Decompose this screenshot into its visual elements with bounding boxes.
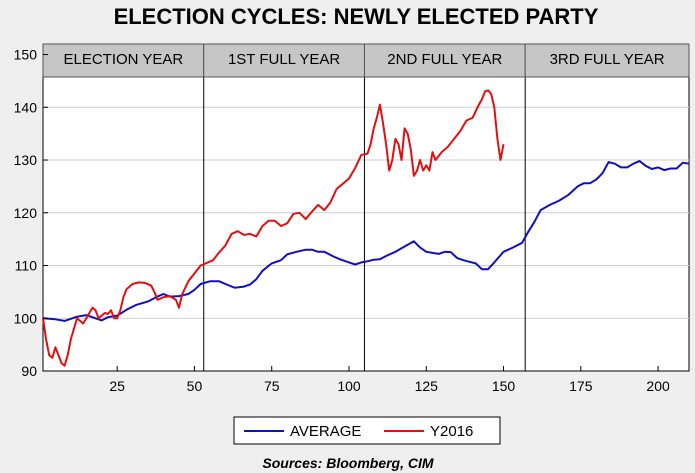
x-tick-label: 25 [109, 378, 125, 394]
series-line-average [42, 160, 690, 322]
period-dividers [203, 44, 526, 371]
x-tick-label: 125 [415, 378, 439, 394]
y-tick-label: 130 [14, 152, 38, 168]
chart-title: ELECTION CYCLES: NEWLY ELECTED PARTY [114, 4, 599, 29]
x-tick-label: 100 [337, 378, 361, 394]
y-tick-label: 140 [14, 99, 38, 115]
source-note: Sources: Bloomberg, CIM [262, 455, 433, 471]
plot-area [42, 43, 690, 372]
legend-label-y2016: Y2016 [430, 423, 473, 440]
period-header-box [42, 43, 205, 78]
y-tick-label: 120 [14, 205, 38, 221]
x-tick-label: 50 [187, 378, 203, 394]
y-axis-ticks: 90 100 110 120 130 140 150 [14, 47, 48, 379]
y-tick-label: 150 [14, 47, 38, 63]
x-tick-label: 150 [492, 378, 516, 394]
period-header-label: 1ST FULL YEAR [228, 51, 340, 68]
x-axis-ticks: 25 50 75 100 125 150 175 200 [109, 366, 670, 394]
period-header-box [524, 43, 690, 78]
x-tick-label: 200 [646, 378, 670, 394]
legend-label-average: AVERAGE [290, 423, 361, 440]
series-line-y2016 [42, 89, 505, 367]
x-tick-label: 75 [264, 378, 280, 394]
period-header-label: ELECTION YEAR [63, 51, 183, 68]
period-header-label: 2ND FULL YEAR [387, 51, 502, 68]
x-tick-label: 175 [569, 378, 593, 394]
period-header-label: 3RD FULL YEAR [550, 51, 665, 68]
y-tick-label: 90 [21, 363, 37, 379]
y-tick-label: 110 [15, 258, 38, 274]
period-header-box [203, 43, 365, 78]
legend: AVERAGE Y2016 [233, 416, 501, 445]
y-tick-label: 100 [14, 310, 38, 326]
period-headers: ELECTION YEAR 1ST FULL YEAR 2ND FULL YEAR 3… [42, 43, 690, 78]
series-layer [42, 89, 690, 367]
